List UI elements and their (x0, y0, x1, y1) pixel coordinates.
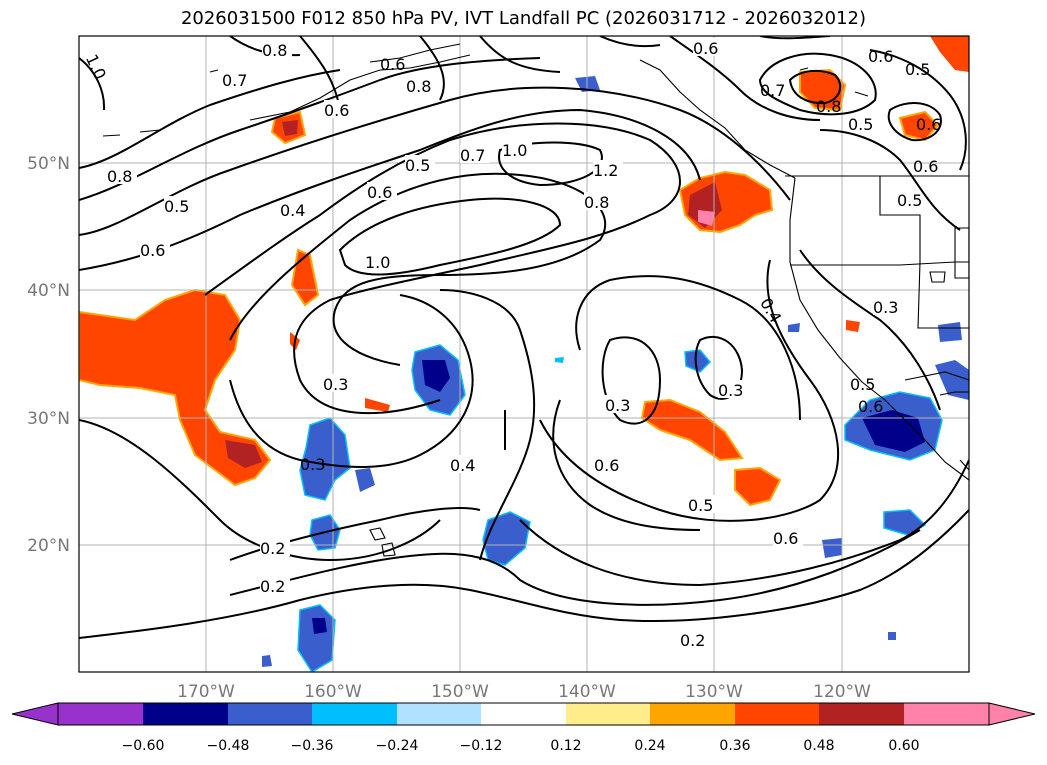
colorbar-tick-label: −0.24 (376, 738, 419, 754)
colorbar-tick-label: −0.60 (122, 738, 165, 754)
contour-label: 0.7 (222, 71, 247, 90)
contour-label: 0.6 (868, 47, 893, 66)
contour-label: 0.6 (594, 456, 619, 475)
lon-tick-label: 160°W (304, 682, 362, 702)
map-title: 2026031500 F012 850 hPa PV, IVT Landfall… (180, 8, 867, 29)
colorbar-bin (650, 703, 735, 725)
contour-label: 0.5 (905, 60, 930, 79)
contour-label: 0.8 (816, 97, 841, 116)
lon-tick-label: 140°W (558, 682, 616, 702)
contour-label: 0.6 (140, 241, 165, 260)
contour-label: 0.4 (280, 201, 305, 220)
shaded-fields (79, 36, 969, 672)
colorbar-bin (481, 703, 566, 725)
lon-tick-label: 130°W (685, 682, 743, 702)
contour-label: 0.6 (380, 55, 405, 74)
contour-label: 1.0 (365, 253, 390, 272)
colorbar-bin (143, 703, 228, 725)
coastlines (102, 43, 969, 557)
contour-label: 0.2 (680, 631, 705, 650)
colorbar-bin (58, 703, 143, 725)
colorbar-tick-label: −0.36 (291, 738, 334, 754)
colorbar-bin (904, 703, 989, 725)
colorbar-bin (819, 703, 904, 725)
lon-tick-label: 170°W (177, 682, 235, 702)
contour-label: 0.5 (688, 496, 713, 515)
colorbar-bin (397, 703, 481, 725)
contour-label: 0.3 (300, 455, 325, 474)
contour-label: 0.5 (850, 375, 875, 394)
lat-tick-label: 40°N (27, 281, 70, 301)
contour-label: 0.7 (460, 146, 485, 165)
colorbar-tick-label: −0.12 (460, 738, 503, 754)
contour-label: 0.3 (605, 396, 630, 415)
contour-label: 0.6 (913, 157, 938, 176)
contour-label: 0.6 (858, 397, 883, 416)
lat-tick-label: 20°N (27, 536, 70, 556)
lat-tick-label: 30°N (27, 409, 70, 429)
pv-contours (79, 36, 969, 639)
contour-label: 0.6 (773, 529, 798, 548)
colorbar-bin (228, 703, 312, 725)
contour-label: 0.2 (260, 577, 285, 596)
colorbar-bin (735, 703, 819, 725)
contour-label: 0.3 (718, 381, 743, 400)
contour-label: 0.3 (323, 375, 348, 394)
contour-label: 0.5 (897, 191, 922, 210)
colorbar-tick-label: 0.24 (634, 738, 665, 754)
colorbar-extend-left (11, 702, 59, 726)
gridlines (79, 36, 969, 672)
lat-tick-label: 50°N (27, 154, 70, 174)
lon-tick-labels: 170°W 160°W 150°W 140°W 130°W 120°W (177, 682, 871, 702)
contour-label: 0.8 (406, 77, 431, 96)
contour-label: 1.0 (502, 141, 527, 160)
colorbar-bin (566, 703, 650, 725)
colorbar-tick-label: 0.48 (803, 738, 834, 754)
contour-label: 0.5 (848, 115, 873, 134)
contour-label: 0.8 (107, 167, 132, 186)
contour-label: 0.3 (873, 298, 898, 317)
colorbar-tick-label: −0.48 (207, 738, 250, 754)
contour-label: 1.2 (593, 161, 618, 180)
contour-label: 0.8 (584, 193, 609, 212)
contour-label: 0.4 (450, 456, 475, 475)
contour-label: 0.6 (916, 115, 941, 134)
contour-label: 0.6 (367, 183, 392, 202)
contour-label: 0.5 (405, 156, 430, 175)
colorbar-outline (57, 702, 990, 726)
map-frame (78, 35, 970, 673)
contour-label: 0.2 (260, 539, 285, 558)
lon-tick-label: 120°W (813, 682, 871, 702)
contour-label: 0.6 (693, 39, 718, 58)
contour-label: 0.8 (262, 41, 287, 60)
contour-label: 0.5 (164, 197, 189, 216)
lon-tick-label: 150°W (431, 682, 489, 702)
colorbar: −0.60 −0.48 −0.36 −0.24 −0.12 0.12 0.24 … (11, 702, 1036, 754)
colorbar-tick-label: 0.36 (719, 738, 750, 754)
lat-tick-labels: 50°N 40°N 30°N 20°N (27, 154, 70, 556)
colorbar-tick-label: 0.12 (550, 738, 581, 754)
colorbar-tick-label: 0.60 (888, 738, 919, 754)
contour-labels: 0.8 1.0 0.7 0.6 0.8 0.6 0.6 0.5 0.8 0.5 … (82, 38, 941, 650)
colorbar-bin (312, 703, 397, 725)
contour-label: 0.7 (760, 81, 785, 100)
colorbar-extend-right (988, 702, 1036, 726)
contour-label: 0.6 (324, 101, 349, 120)
